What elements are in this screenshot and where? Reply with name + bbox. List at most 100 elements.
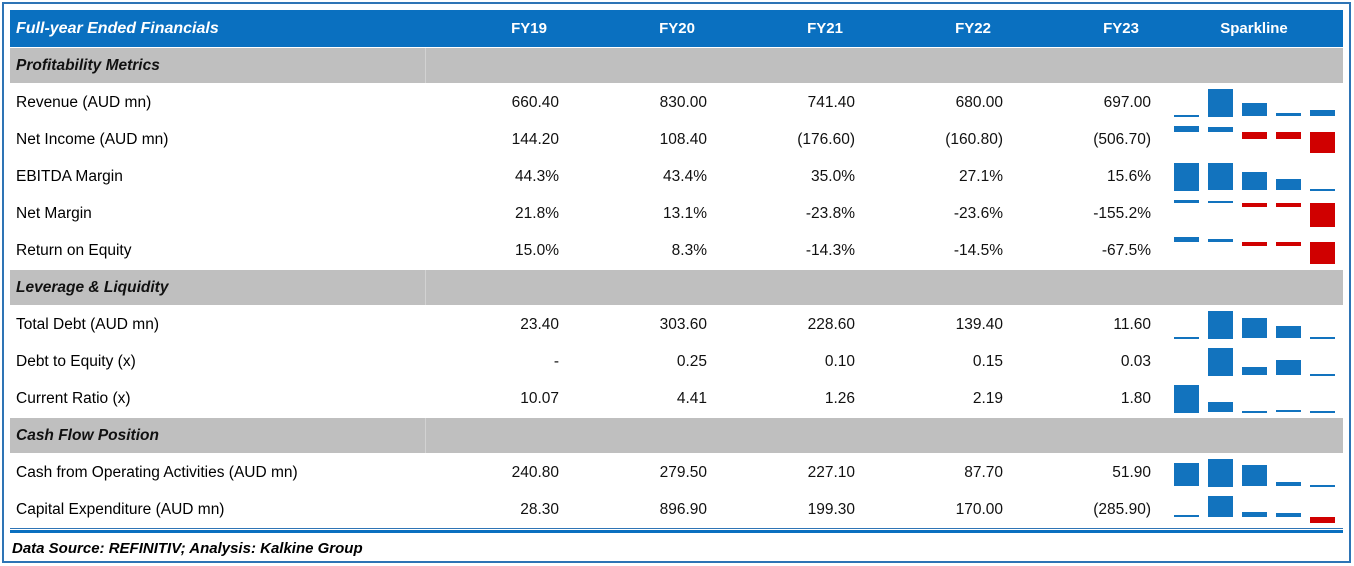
cell-fy22: 2.19 [972,389,1003,407]
sparkline-total-debt [1169,310,1339,339]
cell-fy19: 660.40 [511,93,559,111]
header-sparkline: Sparkline [1220,20,1288,37]
cell-fy21: (176.60) [797,130,855,148]
row-label: Net Margin [16,204,92,222]
footer-note: Data Source: REFINITIV; Analysis: Kalkin… [10,530,1343,563]
section-title-leverage: Leverage & Liquidity [10,270,425,305]
cell-fy23: 697.00 [1103,93,1151,111]
cell-fy22: -23.6% [953,204,1003,222]
sparkline-cell [1165,162,1343,191]
section-title-cash-flow: Cash Flow Position [10,418,425,453]
cell-fy19: 240.80 [511,463,559,481]
row-label: Cash from Operating Activities (AUD mn) [16,463,298,481]
cell-fy20: 108.40 [659,130,707,148]
row-debt-to-equity: Debt to Equity (x) - 0.25 0.10 0.15 0.03 [10,343,1343,380]
row-capex: Capital Expenditure (AUD mn) 28.30 896.9… [10,491,1343,529]
sparkline-cell [1165,458,1343,487]
cell-fy22: 0.15 [972,352,1003,370]
row-ebitda-margin: EBITDA Margin 44.3% 43.4% 35.0% 27.1% 15… [10,158,1343,195]
header-title: Full-year Ended Financials [16,19,219,37]
cell-fy22: 87.70 [964,463,1003,481]
cell-fy21: 0.10 [824,352,855,370]
row-net-margin: Net Margin 21.8% 13.1% -23.8% -23.6% -15… [10,195,1343,232]
cell-fy20: 13.1% [663,204,707,222]
sparkline-return-on-equity [1169,236,1339,265]
header-fy23: FY23 [1103,20,1139,37]
cell-fy21: 741.40 [807,93,855,111]
section-header-profitability: Profitability Metrics [10,48,1343,83]
cell-fy21: 1.26 [824,389,855,407]
cell-fy19: 15.0% [515,241,559,259]
financials-table: Full-year Ended Financials FY19 FY20 FY2… [10,10,1343,563]
header-fy22: FY22 [955,20,991,37]
cell-fy22: -14.5% [953,241,1003,259]
cell-fy22: 170.00 [955,500,1003,518]
cell-fy19: 144.20 [511,130,559,148]
cell-fy19: 28.30 [520,500,559,518]
cell-fy20: 830.00 [659,93,707,111]
cell-fy20: 896.90 [659,500,707,518]
cell-fy21: -14.3% [805,241,855,259]
row-current-ratio: Current Ratio (x) 10.07 4.41 1.26 2.19 1… [10,380,1343,417]
table-header-row: Full-year Ended Financials FY19 FY20 FY2… [10,10,1343,47]
cell-fy22: 27.1% [959,167,1003,185]
sparkline-cell [1165,199,1343,228]
cell-fy23: (506.70) [1093,130,1151,148]
cell-fy19: 23.40 [520,315,559,333]
cell-fy23: -67.5% [1101,241,1151,259]
cell-fy22: 680.00 [955,93,1003,111]
section-header-cash-flow: Cash Flow Position [10,418,1343,453]
sparkline-cell [1165,384,1343,413]
row-label: Revenue (AUD mn) [16,93,152,111]
sparkline-cash-operating [1169,458,1339,487]
sparkline-net-margin [1169,199,1339,228]
sparkline-debt-to-equity [1169,347,1339,376]
cell-fy23: 51.90 [1112,463,1151,481]
row-label: Current Ratio (x) [16,389,131,407]
cell-fy20: 8.3% [671,241,707,259]
cell-fy23: 0.03 [1120,352,1151,370]
row-return-on-equity: Return on Equity 15.0% 8.3% -14.3% -14.5… [10,232,1343,269]
cell-fy19: 21.8% [515,204,559,222]
cell-fy20: 0.25 [676,352,707,370]
cell-fy19: 44.3% [515,167,559,185]
cell-fy23: 15.6% [1107,167,1151,185]
section-band-fill [425,270,1343,305]
sparkline-cell [1165,347,1343,376]
cell-fy21: 227.10 [807,463,855,481]
sparkline-cell [1165,310,1343,339]
header-fy20: FY20 [659,20,695,37]
sparkline-revenue [1169,88,1339,117]
sparkline-current-ratio [1169,384,1339,413]
row-label: Capital Expenditure (AUD mn) [16,500,225,518]
cell-fy19: 10.07 [520,389,559,407]
row-label: EBITDA Margin [16,167,123,185]
cell-fy20: 279.50 [659,463,707,481]
cell-fy20: 303.60 [659,315,707,333]
cell-fy21: -23.8% [805,204,855,222]
row-net-income: Net Income (AUD mn) 144.20 108.40 (176.6… [10,121,1343,158]
cell-fy23: 11.60 [1113,315,1151,333]
sparkline-cell [1165,236,1343,265]
row-label: Total Debt (AUD mn) [16,315,159,333]
section-header-leverage: Leverage & Liquidity [10,270,1343,305]
row-total-debt: Total Debt (AUD mn) 23.40 303.60 228.60 … [10,306,1343,343]
sparkline-capex [1169,495,1339,524]
sparkline-ebitda-margin [1169,162,1339,191]
cell-fy22: 139.40 [955,315,1003,333]
cell-fy22: (160.80) [945,130,1003,148]
section-title-profitability: Profitability Metrics [10,48,425,83]
cell-fy23: (285.90) [1093,500,1151,518]
sparkline-cell [1165,125,1343,154]
row-label: Return on Equity [16,241,132,259]
cell-fy21: 35.0% [811,167,855,185]
sparkline-net-income [1169,125,1339,154]
header-fy19: FY19 [511,20,547,37]
section-band-fill [425,48,1343,83]
section-band-fill [425,418,1343,453]
cell-fy21: 199.30 [807,500,855,518]
cell-fy20: 43.4% [663,167,707,185]
cell-fy19: - [553,352,559,370]
header-fy21: FY21 [807,20,843,37]
